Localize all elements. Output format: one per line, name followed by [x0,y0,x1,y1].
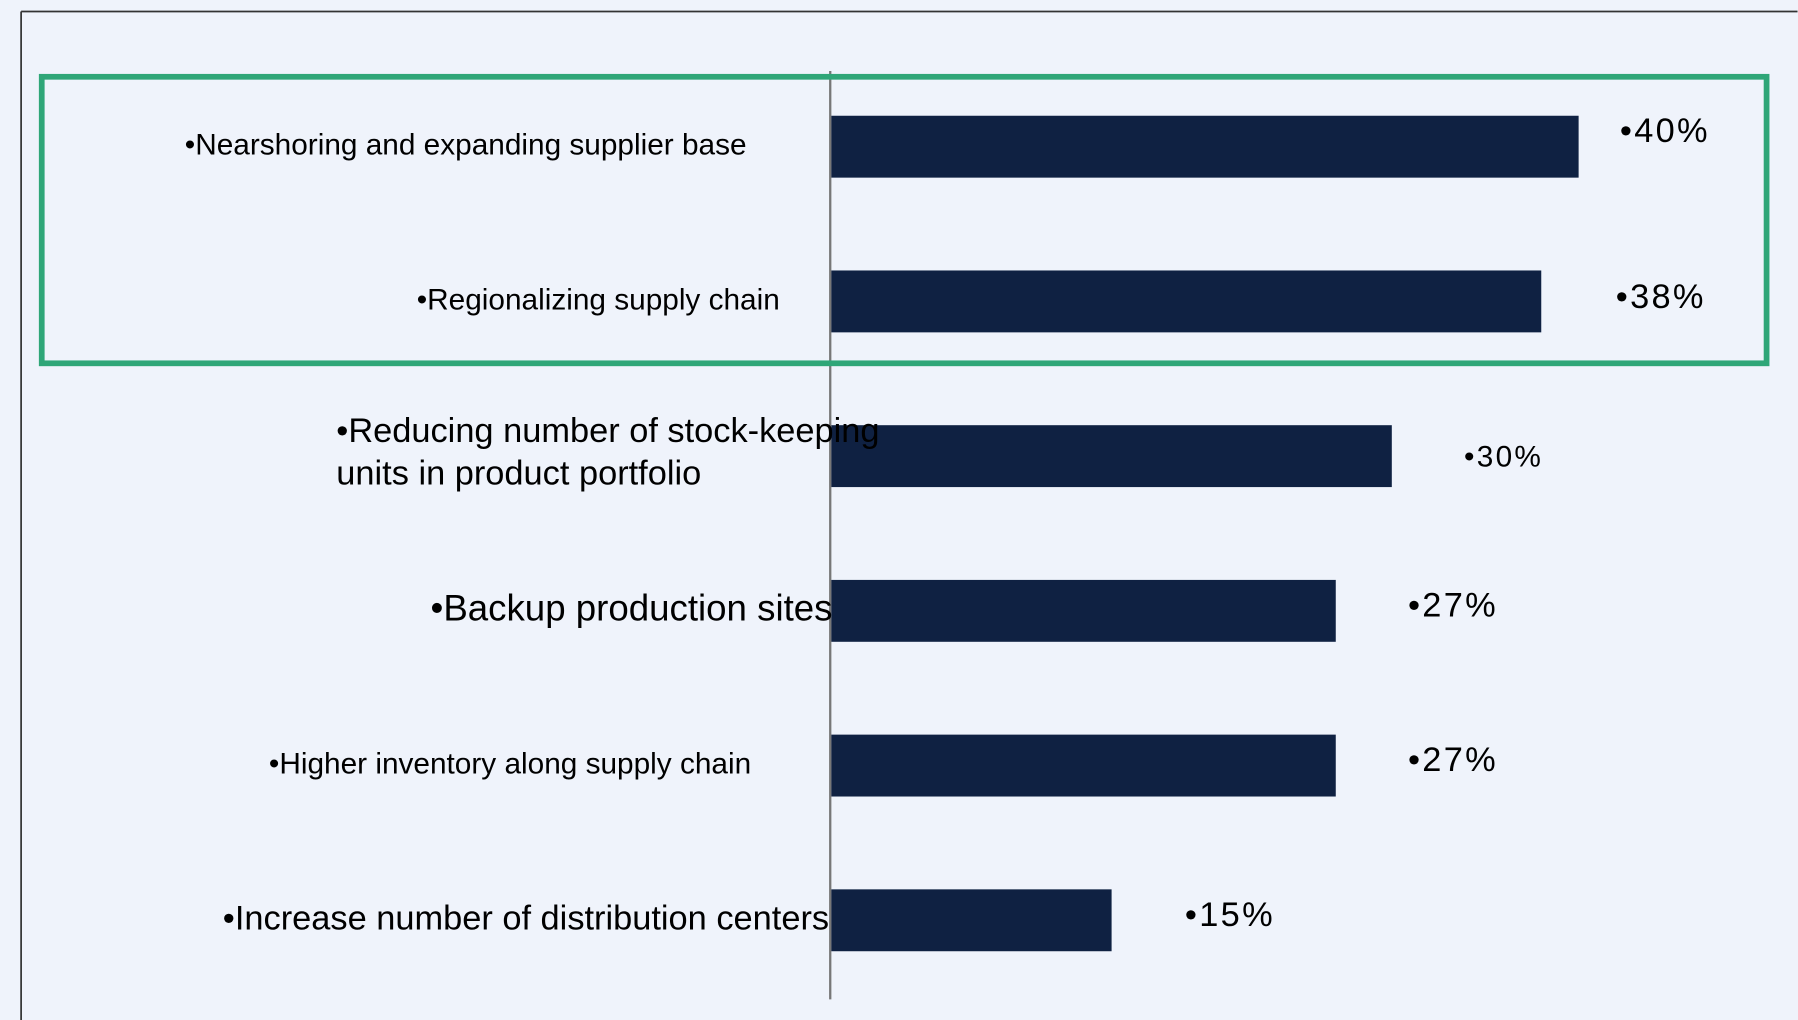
bar [831,270,1542,333]
bar [831,889,1112,952]
value-label: •40% [1620,112,1710,150]
bar [831,734,1336,797]
bar [831,425,1392,488]
highlight-box [38,73,1770,367]
bar [831,579,1336,642]
category-label: •Nearshoring and expanding supplier base [185,129,747,162]
value-label: •38% [1616,278,1706,316]
category-label: •Regionalizing supply chain [417,283,780,316]
category-label: •Higher inventory along supply chain [269,747,751,780]
category-label: •Reducing number of stock-keeping units i… [336,412,879,492]
category-label: •Increase number of distribution centers [223,899,829,937]
bar [831,115,1579,178]
category-label: •Backup production sites [430,588,832,629]
value-label: •30% [1464,440,1543,473]
value-label: •27% [1408,586,1498,624]
value-label: •27% [1408,741,1498,779]
value-label: •15% [1185,896,1275,934]
